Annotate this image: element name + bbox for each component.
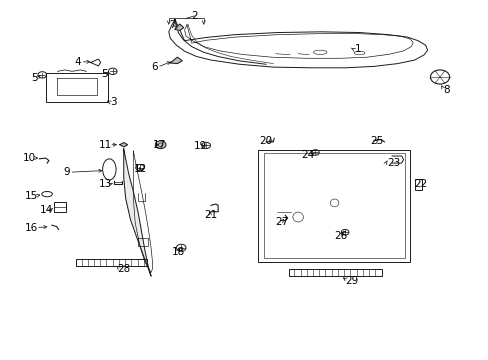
Text: 21: 21 (203, 210, 217, 220)
Text: 5: 5 (31, 73, 38, 83)
Text: 10: 10 (23, 153, 36, 163)
Bar (263, 153, 404, 258)
Text: 2: 2 (190, 11, 197, 21)
Text: 22: 22 (414, 179, 427, 189)
Text: 7: 7 (168, 20, 175, 30)
Polygon shape (170, 57, 182, 64)
Text: 5: 5 (101, 69, 107, 79)
Text: 6: 6 (151, 62, 157, 72)
Text: 19: 19 (194, 141, 207, 152)
Text: 13: 13 (98, 179, 111, 189)
Text: 11: 11 (98, 140, 111, 150)
Text: 3: 3 (110, 98, 117, 107)
Text: 23: 23 (386, 158, 400, 168)
Bar (414, 179, 421, 190)
Text: 12: 12 (134, 165, 147, 174)
Polygon shape (175, 24, 183, 30)
Text: 14: 14 (40, 205, 53, 215)
Text: 27: 27 (275, 217, 288, 227)
Text: 17: 17 (152, 140, 165, 150)
Bar (54, 202, 65, 212)
Text: 8: 8 (443, 85, 449, 95)
Text: 28: 28 (117, 264, 130, 274)
Polygon shape (120, 143, 127, 147)
Ellipse shape (155, 141, 165, 149)
Text: 24: 24 (301, 150, 314, 159)
Bar (76, 259, 146, 266)
Polygon shape (123, 149, 151, 276)
Text: 15: 15 (25, 191, 38, 201)
Text: 26: 26 (334, 231, 347, 241)
Text: 25: 25 (369, 136, 383, 146)
Bar (257, 150, 409, 262)
Text: 29: 29 (345, 275, 358, 285)
Text: 1: 1 (354, 45, 361, 54)
Text: 9: 9 (63, 167, 70, 177)
Text: 16: 16 (25, 222, 38, 233)
Text: 18: 18 (171, 247, 184, 257)
Text: 4: 4 (74, 57, 81, 67)
Text: 20: 20 (258, 136, 271, 146)
Bar (288, 269, 381, 276)
